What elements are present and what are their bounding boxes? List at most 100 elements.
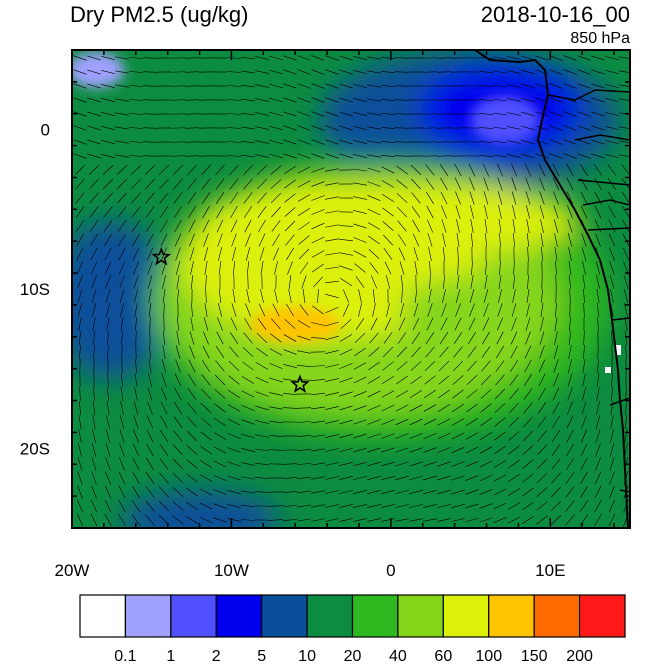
wind-barb [297, 462, 311, 466]
wind-barb [243, 332, 253, 344]
wind-barb [203, 317, 209, 331]
wind-barb [577, 111, 591, 117]
wind-barb [255, 98, 269, 102]
wind-barb [257, 318, 267, 330]
wind-barb [177, 288, 179, 304]
wind-barb [442, 289, 446, 303]
wind-barb [187, 402, 197, 414]
wind-barb [552, 177, 560, 191]
wind-barb [325, 139, 339, 145]
wind-barb [339, 277, 353, 287]
wind-barb [146, 443, 154, 457]
wind-barb [325, 335, 339, 341]
wind-barb [145, 206, 155, 218]
wind-barb [609, 457, 615, 471]
wind-barb [495, 374, 505, 386]
wind-barb [484, 205, 488, 219]
wind-barb [145, 500, 155, 512]
wind-barb [118, 247, 126, 261]
wind-barb [410, 361, 422, 371]
wind-barb [241, 84, 255, 88]
wind-barb [118, 233, 126, 247]
wind-barb [554, 331, 558, 345]
wind-barb [87, 69, 101, 75]
wind-barb [101, 98, 115, 102]
wind-barb [202, 205, 210, 219]
wind-barb [270, 179, 282, 189]
wind-barb [339, 490, 353, 494]
wind-barb [466, 403, 478, 413]
wind-barb [412, 233, 420, 247]
wind-barb [496, 345, 504, 359]
wind-barb [452, 389, 464, 399]
wind-barb [339, 83, 353, 89]
wind-barb [161, 359, 167, 373]
wind-barb [145, 486, 155, 498]
wind-barb [311, 222, 325, 230]
wind-barb [132, 247, 140, 261]
wind-barb [200, 417, 212, 427]
wind-barb [367, 56, 381, 60]
wind-barb [311, 111, 325, 117]
wind-barb [203, 331, 209, 345]
wind-barb [115, 112, 129, 116]
wind-barb [396, 193, 408, 203]
wind-barb [103, 206, 113, 218]
colorbar-swatch [215, 594, 263, 638]
wind-barb [591, 69, 605, 75]
colorbar-label: 40 [389, 648, 407, 665]
wind-barb [200, 431, 212, 441]
wind-barb [455, 191, 461, 205]
wind-barb [226, 141, 242, 143]
wind-barb [184, 113, 200, 115]
wind-barb [115, 56, 129, 60]
wind-barb [555, 303, 557, 317]
wind-barb [569, 288, 571, 304]
wind-barb [411, 192, 421, 204]
wind-barb [228, 389, 240, 399]
wind-barb [381, 461, 395, 467]
wind-barb [553, 191, 559, 205]
wind-barb [465, 432, 479, 440]
wind-barb [148, 289, 152, 303]
wind-barb [269, 55, 283, 61]
wind-barb [131, 514, 141, 526]
coastline-africa [474, 50, 629, 528]
wind-barb [115, 154, 129, 158]
wind-barb [170, 57, 186, 59]
wind-barb [568, 247, 572, 261]
wind-barb [90, 261, 98, 275]
wind-barb [342, 303, 350, 317]
wind-barb [102, 165, 114, 175]
wind-barb [340, 319, 352, 329]
wind-barb [423, 518, 437, 522]
wind-barb [129, 98, 143, 102]
wind-barb [552, 387, 560, 401]
site-markers [151, 246, 310, 393]
wind-barb [451, 446, 465, 454]
wind-barb [423, 404, 437, 412]
wind-barb [226, 85, 242, 87]
wind-barb [469, 289, 475, 303]
wind-barb [396, 179, 408, 189]
wind-barb [594, 513, 602, 527]
wind-barb [381, 56, 395, 60]
wind-barb [245, 247, 251, 261]
wind-barb [523, 416, 533, 428]
wind-barb [381, 112, 395, 116]
wind-barb [577, 139, 591, 145]
wind-barb [522, 459, 534, 469]
wind-barb [339, 238, 353, 242]
wind-barb [213, 460, 227, 468]
wind-barb [302, 289, 306, 303]
wind-barb [73, 83, 87, 89]
wind-barb [88, 178, 100, 190]
wind-barb [241, 126, 255, 130]
wind-barb [437, 489, 451, 495]
wind-barb [479, 489, 493, 495]
wind-barb [496, 331, 504, 345]
wind-barb [493, 98, 507, 102]
wind-barb [119, 415, 125, 429]
wind-barb [325, 476, 339, 480]
wind-barb [184, 99, 200, 101]
